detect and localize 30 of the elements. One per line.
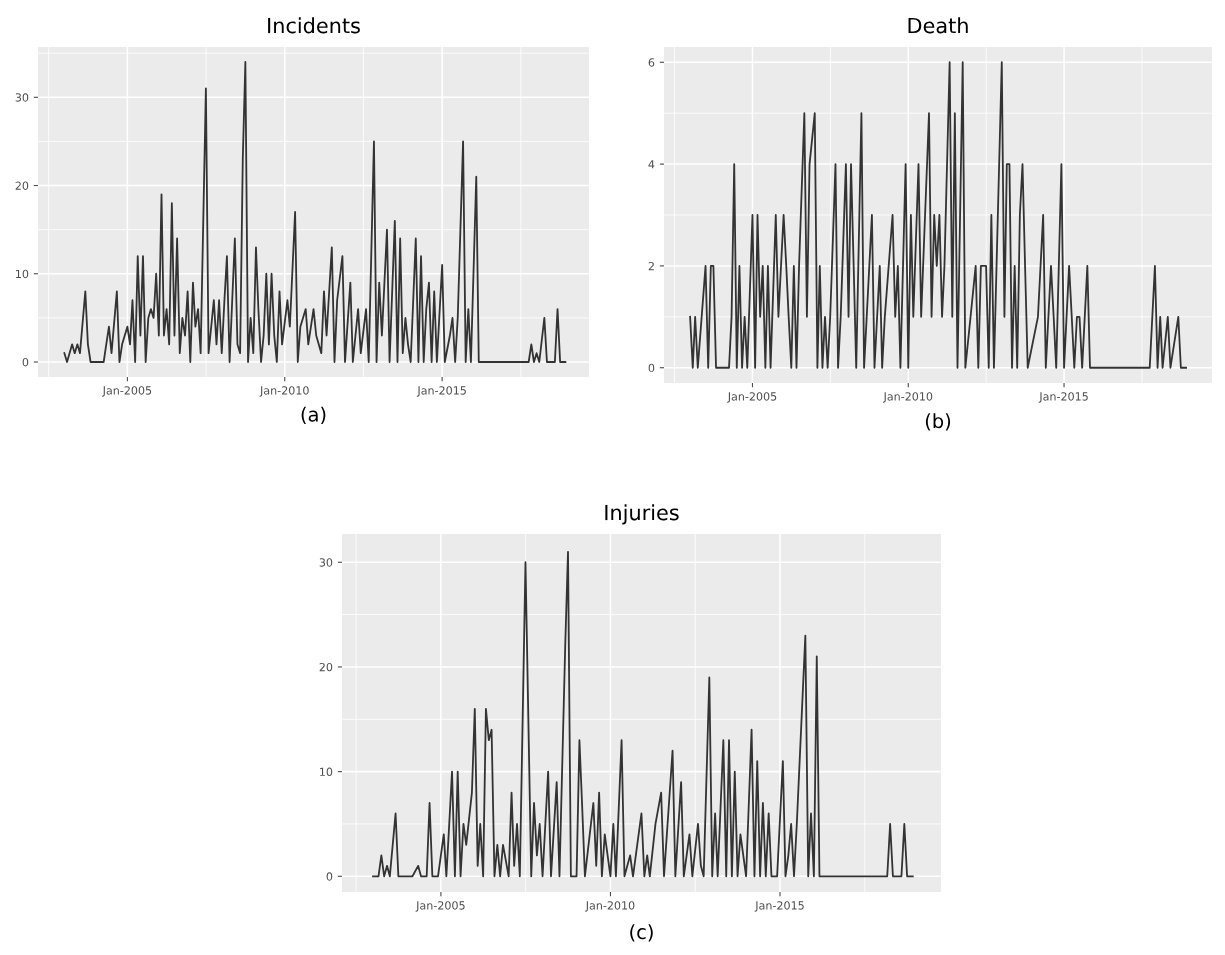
x-tick-label: Jan-2005: [727, 392, 777, 403]
y-tick-label: 10: [320, 767, 333, 776]
x-tick-label: Jan-2010: [882, 392, 933, 403]
y-tick-label: 0: [326, 872, 333, 881]
y-tick-label: 0: [22, 357, 29, 367]
text: (b): [925, 413, 951, 431]
chart-title: Injuries: [605, 504, 679, 525]
x-tick-label: Jan-2010: [585, 901, 635, 912]
line-series: [689, 61, 1187, 369]
y-tick-label: 6: [648, 58, 655, 67]
x-tick-label: Jan-2005: [102, 386, 152, 397]
x-tick-label: Jan-2010: [259, 386, 309, 397]
x-tick-label: Jan-2015: [1038, 392, 1088, 403]
y-tick-label: 30: [15, 93, 29, 102]
line-series: [372, 550, 914, 878]
y-tick-label: 2: [648, 261, 654, 271]
y-tick-label: 4: [648, 160, 655, 169]
chart-title: Incidents: [268, 17, 360, 34]
x-tick-label: Jan-2015: [754, 901, 804, 912]
chart-title: Death: [908, 17, 968, 34]
text: (c): [630, 924, 653, 942]
y-tick-label: 10: [16, 269, 29, 279]
line-series: [63, 61, 567, 363]
y-tick-label: 20: [15, 181, 29, 190]
y-tick-label: 20: [319, 662, 333, 672]
x-tick-label: Jan-2015: [416, 386, 466, 397]
y-tick-label: 30: [319, 558, 333, 567]
text: (a): [301, 406, 326, 425]
x-tick-label: Jan-2005: [415, 901, 465, 912]
y-tick-label: 0: [648, 363, 655, 373]
